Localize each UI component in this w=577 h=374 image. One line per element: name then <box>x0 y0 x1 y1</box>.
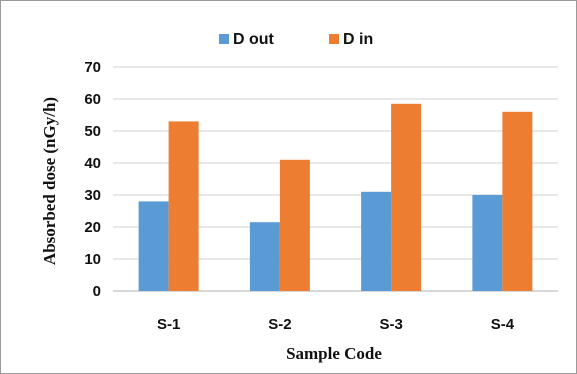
legend-swatch-d-out <box>219 34 229 44</box>
legend: D out D in <box>219 31 373 48</box>
y-tick-label: 20 <box>84 219 101 236</box>
bar-d-out-s-1 <box>138 201 169 291</box>
y-axis-ticks: 0 10 20 30 40 50 60 70 <box>84 59 101 300</box>
x-axis-ticks: S-1 S-2 S-3 S-4 <box>157 316 515 333</box>
y-axis-title: Absorbed dose (nGy/h) <box>40 97 59 265</box>
y-tick-label: 30 <box>84 187 101 204</box>
x-tick-label: S-3 <box>379 316 402 333</box>
y-tick-label: 60 <box>84 91 101 108</box>
legend-label-d-in: D in <box>343 31 373 48</box>
legend-label-d-out: D out <box>233 31 275 48</box>
y-tick-label: 70 <box>84 59 101 76</box>
bar-d-in-s-3 <box>391 103 422 291</box>
bar-d-in-s-4 <box>502 111 533 291</box>
x-tick-label: S-4 <box>491 316 515 333</box>
bar-d-out-s-4 <box>472 195 503 291</box>
legend-swatch-d-in <box>329 34 339 44</box>
y-tick-label: 0 <box>93 283 101 300</box>
y-tick-label: 40 <box>84 155 101 172</box>
x-tick-label: S-1 <box>157 316 180 333</box>
x-axis-title: Sample Code <box>286 344 382 363</box>
bar-d-in-s-1 <box>168 121 199 292</box>
bar-d-in-s-2 <box>279 159 310 291</box>
y-tick-label: 50 <box>84 123 101 140</box>
bar-d-out-s-3 <box>361 191 392 291</box>
y-tick-label: 10 <box>84 251 101 268</box>
x-tick-label: S-2 <box>268 316 291 333</box>
bar-d-out-s-2 <box>249 222 280 291</box>
bars <box>138 103 533 292</box>
